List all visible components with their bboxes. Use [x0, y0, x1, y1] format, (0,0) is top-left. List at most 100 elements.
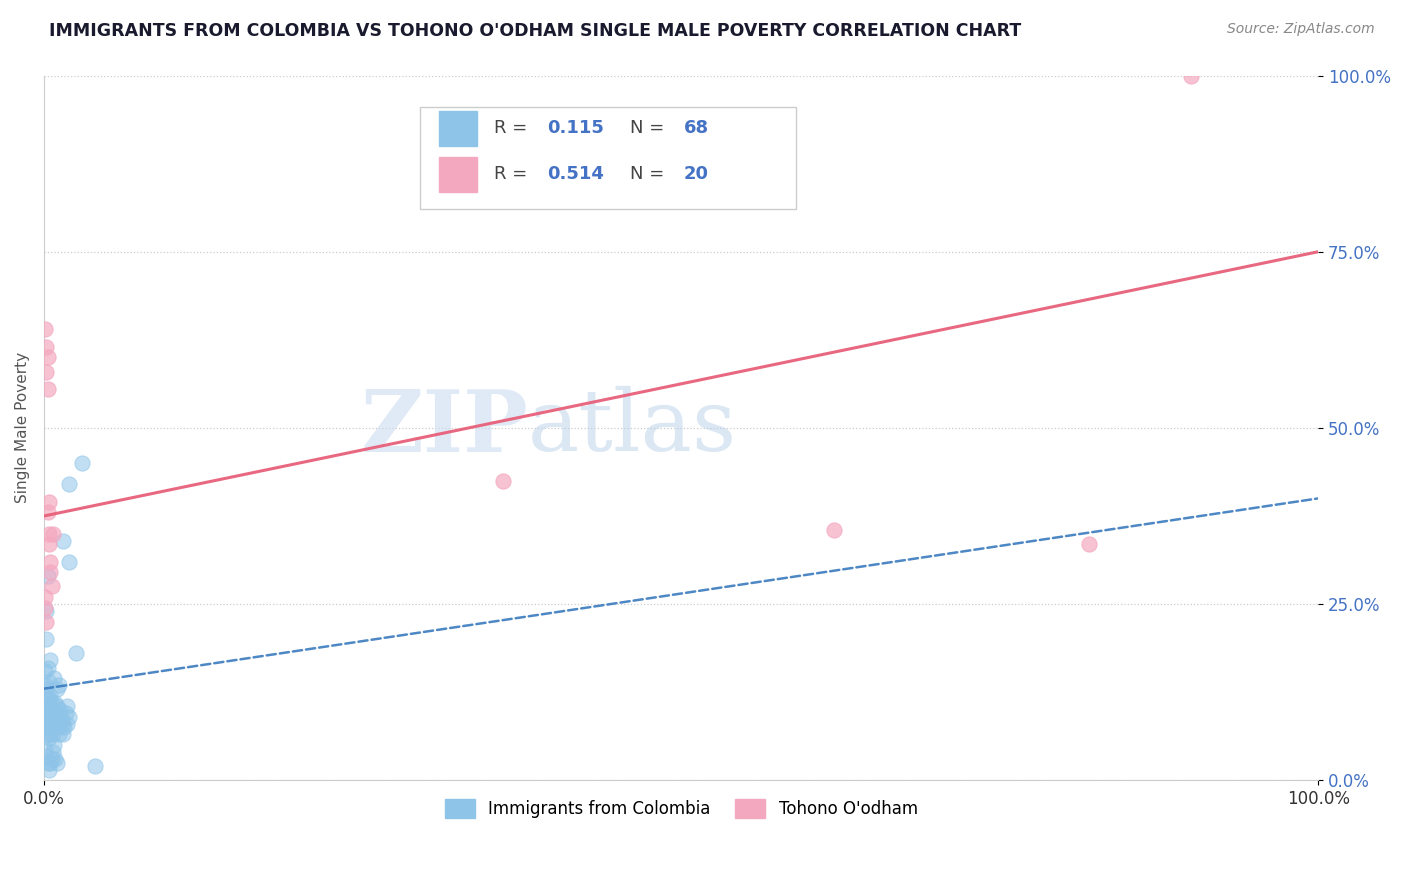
Point — [34, 600, 56, 615]
Point — [58, 477, 80, 491]
Bar — [439, 157, 477, 192]
Point — [58, 710, 80, 724]
Text: 68: 68 — [683, 120, 709, 137]
Point — [42, 727, 65, 741]
Text: ZIP: ZIP — [360, 386, 529, 470]
Point — [37, 351, 59, 365]
Point — [39, 756, 62, 770]
Point — [41, 706, 63, 721]
Point — [35, 365, 58, 379]
Point — [492, 474, 515, 488]
Text: IMMIGRANTS FROM COLOMBIA VS TOHONO O'ODHAM SINGLE MALE POVERTY CORRELATION CHART: IMMIGRANTS FROM COLOMBIA VS TOHONO O'ODH… — [49, 22, 1022, 40]
Point — [42, 706, 65, 721]
Point — [48, 678, 70, 692]
Point — [35, 710, 58, 724]
Text: R =: R = — [494, 165, 533, 183]
Point — [37, 756, 59, 770]
Point — [37, 717, 59, 731]
Point — [44, 696, 66, 710]
Point — [53, 721, 76, 735]
Point — [39, 689, 62, 703]
Point — [35, 340, 58, 354]
Point — [35, 615, 58, 629]
Point — [39, 727, 62, 741]
Point — [38, 495, 60, 509]
Point — [41, 752, 63, 766]
Point — [45, 714, 67, 728]
Point — [823, 523, 845, 537]
Point — [70, 456, 93, 470]
Point — [38, 692, 60, 706]
Point — [42, 703, 65, 717]
Point — [52, 717, 75, 731]
Text: 20: 20 — [683, 165, 709, 183]
Point — [37, 382, 59, 396]
Point — [39, 714, 62, 728]
Point — [38, 763, 60, 777]
Point — [41, 696, 63, 710]
Point — [42, 526, 65, 541]
Point — [42, 745, 65, 759]
Point — [35, 632, 58, 647]
Point — [38, 674, 60, 689]
Point — [35, 748, 58, 763]
Point — [35, 721, 58, 735]
Text: R =: R = — [494, 120, 533, 137]
Text: 0.514: 0.514 — [547, 165, 605, 183]
Point — [56, 717, 79, 731]
Point — [48, 710, 70, 724]
Text: N =: N = — [630, 165, 671, 183]
Point — [37, 506, 59, 520]
Point — [39, 555, 62, 569]
Point — [42, 671, 65, 685]
Point — [38, 537, 60, 551]
Point — [52, 727, 75, 741]
Point — [42, 738, 65, 752]
Point — [41, 579, 63, 593]
Point — [55, 706, 77, 721]
FancyBboxPatch shape — [420, 107, 796, 210]
Point — [44, 710, 66, 724]
Point — [39, 653, 62, 667]
Point — [58, 555, 80, 569]
Point — [34, 664, 56, 678]
Point — [49, 703, 72, 717]
Point — [34, 322, 56, 336]
Bar — [439, 111, 477, 146]
Point — [51, 714, 73, 728]
Point — [37, 706, 59, 721]
Point — [1180, 69, 1202, 83]
Point — [37, 727, 59, 741]
Point — [45, 699, 67, 714]
Point — [65, 647, 87, 661]
Point — [39, 703, 62, 717]
Y-axis label: Single Male Poverty: Single Male Poverty — [15, 352, 30, 503]
Text: atlas: atlas — [529, 386, 737, 469]
Point — [38, 526, 60, 541]
Point — [35, 681, 58, 696]
Point — [35, 604, 58, 618]
Point — [83, 759, 105, 773]
Point — [37, 692, 59, 706]
Point — [42, 714, 65, 728]
Legend: Immigrants from Colombia, Tohono O'odham: Immigrants from Colombia, Tohono O'odham — [437, 792, 924, 825]
Point — [38, 706, 60, 721]
Point — [42, 717, 65, 731]
Text: N =: N = — [630, 120, 671, 137]
Point — [44, 752, 66, 766]
Point — [38, 721, 60, 735]
Point — [46, 706, 69, 721]
Point — [48, 727, 70, 741]
Point — [37, 660, 59, 674]
Point — [45, 756, 67, 770]
Point — [34, 590, 56, 604]
Point — [52, 533, 75, 548]
Point — [1077, 537, 1099, 551]
Point — [34, 678, 56, 692]
Point — [56, 699, 79, 714]
Text: 0.115: 0.115 — [547, 120, 605, 137]
Point — [41, 721, 63, 735]
Point — [37, 569, 59, 583]
Point — [35, 699, 58, 714]
Point — [38, 731, 60, 745]
